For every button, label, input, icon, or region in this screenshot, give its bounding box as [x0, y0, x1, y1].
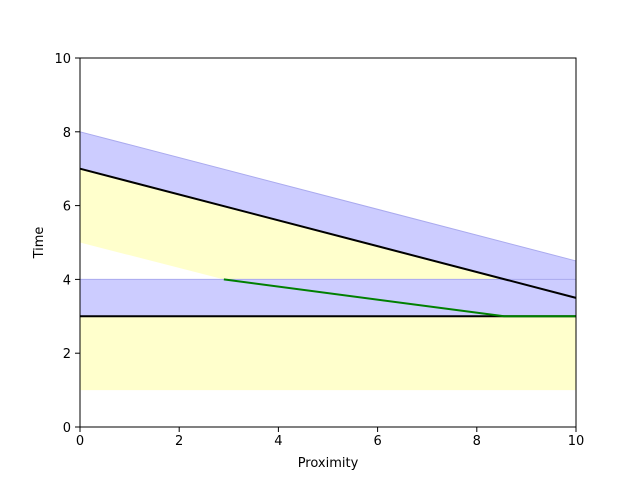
y-tick-label: 4 [63, 273, 71, 288]
x-tick-label: 6 [373, 434, 381, 449]
x-tick-label: 8 [473, 434, 481, 449]
x-axis: 0 2 4 6 8 10 [76, 427, 584, 449]
band-2 [79, 278, 577, 317]
x-tick-label: 0 [76, 434, 84, 449]
y-tick-label: 6 [63, 200, 71, 215]
series-line-0 [79, 167, 577, 299]
band-3 [80, 316, 576, 391]
plot-frame [79, 57, 577, 428]
x-axis-label: Proximity [298, 456, 359, 471]
x-tick-label: 2 [175, 434, 183, 449]
bands-layer [79, 131, 577, 391]
series-layer [79, 167, 577, 318]
y-tick-label: 10 [54, 52, 71, 67]
y-tick-label: 0 [63, 421, 71, 436]
series-line-2 [223, 278, 576, 318]
y-axis: 0 2 4 6 8 10 [54, 52, 80, 436]
y-axis-label: Time [32, 227, 47, 260]
y-tick-label: 2 [63, 347, 71, 362]
x-tick-label: 4 [274, 434, 282, 449]
y-tick-label: 8 [63, 126, 71, 141]
x-tick-label: 10 [568, 434, 585, 449]
